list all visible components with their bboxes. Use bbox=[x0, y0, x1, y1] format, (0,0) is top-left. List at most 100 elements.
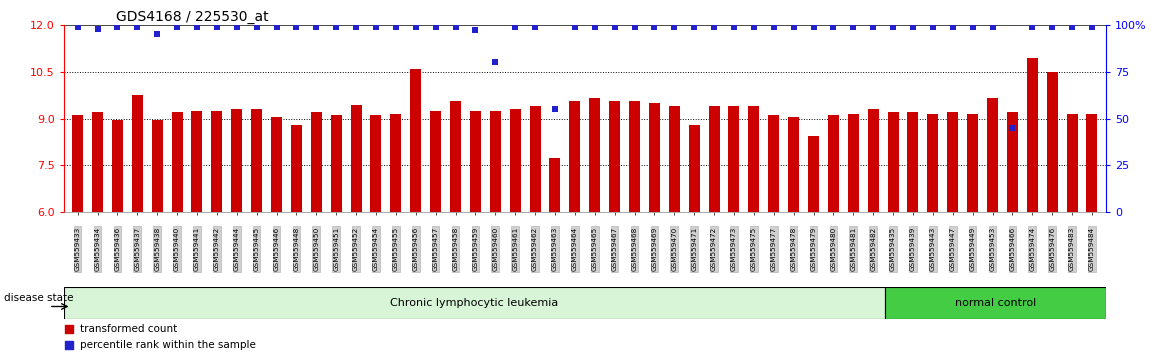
Point bbox=[1023, 24, 1041, 29]
Point bbox=[645, 24, 664, 29]
Point bbox=[307, 24, 325, 29]
Bar bbox=[390, 114, 402, 212]
Point bbox=[129, 24, 147, 29]
Text: GSM559483: GSM559483 bbox=[1069, 227, 1075, 271]
Point bbox=[267, 24, 286, 29]
Point bbox=[406, 24, 425, 29]
Bar bbox=[291, 125, 302, 212]
Bar bbox=[430, 111, 441, 212]
Point bbox=[188, 24, 206, 29]
Point bbox=[168, 24, 186, 29]
Text: GSM559434: GSM559434 bbox=[95, 227, 101, 271]
Point bbox=[805, 24, 823, 29]
Text: GSM559471: GSM559471 bbox=[691, 227, 697, 271]
Point bbox=[108, 24, 126, 29]
Point bbox=[346, 24, 365, 29]
Bar bbox=[72, 115, 83, 212]
Bar bbox=[1067, 114, 1078, 212]
Bar bbox=[908, 112, 918, 212]
Point bbox=[884, 24, 902, 29]
Point bbox=[745, 24, 763, 29]
Text: GSM559466: GSM559466 bbox=[1010, 227, 1016, 271]
Point bbox=[963, 24, 982, 29]
Text: GSM559443: GSM559443 bbox=[930, 227, 936, 271]
Text: GSM559463: GSM559463 bbox=[552, 227, 558, 271]
Point bbox=[864, 24, 882, 29]
Point bbox=[60, 342, 79, 348]
Text: GSM559439: GSM559439 bbox=[910, 227, 916, 271]
Bar bbox=[232, 109, 242, 212]
Text: GSM559476: GSM559476 bbox=[1049, 227, 1055, 271]
Point bbox=[367, 24, 386, 29]
Text: transformed count: transformed count bbox=[80, 324, 177, 334]
Text: GSM559477: GSM559477 bbox=[771, 227, 777, 271]
Text: GSM559473: GSM559473 bbox=[731, 227, 736, 271]
Text: GSM559470: GSM559470 bbox=[672, 227, 677, 271]
Text: GSM559452: GSM559452 bbox=[353, 227, 359, 271]
Bar bbox=[132, 95, 142, 212]
Bar bbox=[789, 117, 799, 212]
Text: GSM559464: GSM559464 bbox=[572, 227, 578, 271]
Bar bbox=[510, 109, 521, 212]
Text: GSM559440: GSM559440 bbox=[174, 227, 179, 271]
Bar bbox=[371, 115, 381, 212]
Text: GSM559472: GSM559472 bbox=[711, 227, 717, 271]
Text: GSM559479: GSM559479 bbox=[811, 227, 816, 271]
Point bbox=[824, 24, 843, 29]
Text: GSM559484: GSM559484 bbox=[1089, 227, 1095, 271]
Text: GSM559457: GSM559457 bbox=[433, 227, 439, 271]
Point bbox=[1083, 24, 1101, 29]
Text: GSM559456: GSM559456 bbox=[412, 227, 419, 271]
Bar bbox=[709, 106, 719, 212]
Text: GSM559444: GSM559444 bbox=[234, 227, 240, 271]
Bar bbox=[867, 109, 879, 212]
Point bbox=[705, 24, 724, 29]
Bar bbox=[648, 103, 660, 212]
Text: GSM559459: GSM559459 bbox=[472, 227, 478, 271]
Point bbox=[148, 31, 167, 37]
Text: GSM559438: GSM559438 bbox=[154, 227, 160, 271]
Text: GSM559461: GSM559461 bbox=[512, 227, 518, 271]
Point bbox=[545, 106, 564, 112]
Bar bbox=[351, 104, 361, 212]
Text: GSM559462: GSM559462 bbox=[532, 227, 538, 271]
Bar bbox=[947, 112, 958, 212]
Bar bbox=[470, 111, 481, 212]
Point bbox=[665, 24, 683, 29]
Point bbox=[924, 24, 943, 29]
Bar bbox=[152, 120, 162, 212]
Bar bbox=[928, 114, 938, 212]
Point bbox=[944, 24, 962, 29]
Text: GSM559446: GSM559446 bbox=[273, 227, 279, 271]
Bar bbox=[310, 112, 322, 212]
Bar bbox=[1047, 72, 1057, 212]
Text: GSM559437: GSM559437 bbox=[134, 227, 140, 271]
Text: GSM559455: GSM559455 bbox=[393, 227, 398, 271]
Text: GSM559482: GSM559482 bbox=[870, 227, 877, 271]
Text: GSM559450: GSM559450 bbox=[314, 227, 320, 271]
Point bbox=[327, 24, 345, 29]
Text: GSM559481: GSM559481 bbox=[850, 227, 856, 271]
Bar bbox=[967, 114, 979, 212]
Bar bbox=[112, 120, 123, 212]
Bar bbox=[669, 106, 680, 212]
Bar bbox=[987, 98, 998, 212]
Text: GSM559465: GSM559465 bbox=[592, 227, 598, 271]
Text: GSM559449: GSM559449 bbox=[969, 227, 976, 271]
Text: GSM559448: GSM559448 bbox=[293, 227, 300, 271]
Bar bbox=[728, 106, 740, 212]
Point bbox=[1063, 24, 1082, 29]
Bar bbox=[410, 69, 422, 212]
Text: percentile rank within the sample: percentile rank within the sample bbox=[80, 340, 256, 350]
Bar bbox=[589, 98, 600, 212]
Bar bbox=[808, 136, 819, 212]
Bar bbox=[191, 111, 203, 212]
Point bbox=[467, 28, 485, 33]
Bar bbox=[689, 125, 699, 212]
Point bbox=[88, 26, 107, 32]
Bar bbox=[450, 101, 461, 212]
Text: GSM559460: GSM559460 bbox=[492, 227, 498, 271]
Text: GSM559474: GSM559474 bbox=[1029, 227, 1035, 271]
Point bbox=[784, 24, 802, 29]
Bar bbox=[271, 117, 283, 212]
